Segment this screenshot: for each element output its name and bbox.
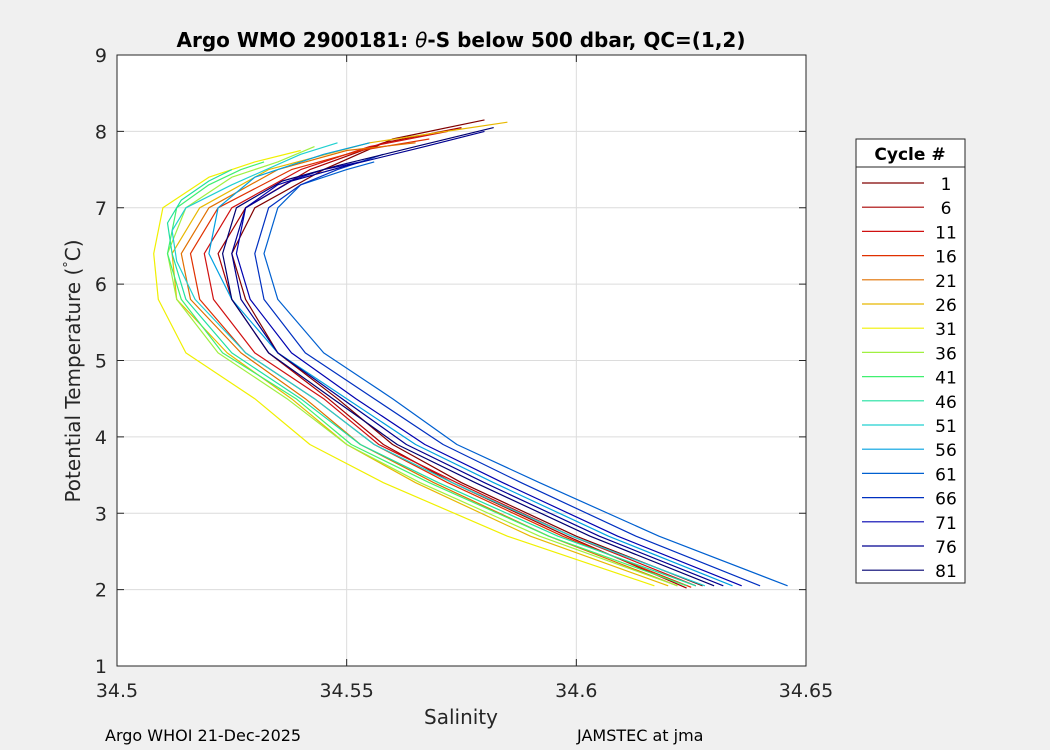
legend-label-61: 61 — [935, 465, 957, 485]
series-line-cycle-51 — [171, 142, 706, 587]
legend-label-6: 6 — [941, 199, 952, 219]
y-tick-label: 1 — [95, 656, 107, 678]
legend-label-21: 21 — [935, 272, 957, 292]
series-line-cycle-36 — [166, 146, 678, 587]
x-tick-label: 34.5 — [96, 680, 138, 702]
x-tick-label: 34.55 — [319, 680, 373, 702]
footer-right-text: JAMSTEC at jma — [576, 726, 703, 745]
legend-label-41: 41 — [935, 369, 957, 389]
series-line-cycle-21 — [180, 142, 678, 587]
series-line-cycle-1 — [231, 119, 703, 587]
x-tick-label: 34.6 — [555, 680, 597, 702]
legend-title: Cycle # — [874, 145, 945, 165]
legend-label-16: 16 — [935, 248, 957, 268]
y-axis-label: Potential Temperature (°C) — [61, 239, 85, 502]
legend-label-11: 11 — [935, 223, 957, 243]
legend-label-26: 26 — [935, 296, 957, 316]
series-line-cycle-16 — [189, 138, 692, 588]
legend-label-66: 66 — [935, 490, 957, 510]
chart-title: Argo WMO 2900181: θ-S below 500 dbar, QC… — [177, 28, 746, 52]
legend-label-31: 31 — [935, 320, 957, 340]
x-tick-label: 34.65 — [779, 680, 833, 702]
y-tick-label: 4 — [95, 427, 107, 449]
legend-label-76: 76 — [935, 538, 957, 558]
series-line-cycle-71 — [235, 161, 742, 587]
ticks: 34.5 34.55 34.6 34.65 1 2 3 4 5 6 7 8 9 — [95, 45, 833, 702]
legend-label-1: 1 — [941, 175, 952, 195]
legend-label-81: 81 — [935, 562, 957, 582]
legend-label-71: 71 — [935, 514, 957, 534]
series-line-cycle-76 — [231, 130, 724, 587]
series-line-cycle-31 — [153, 149, 655, 587]
series-layer — [153, 119, 788, 589]
series-line-cycle-66 — [254, 153, 761, 587]
footer-left-text: Argo WHOI 21-Dec-2025 — [105, 726, 301, 745]
series-line-cycle-81 — [222, 127, 715, 587]
legend-label-51: 51 — [935, 417, 957, 437]
series-line-cycle-46 — [166, 169, 697, 587]
y-tick-label: 9 — [95, 45, 107, 67]
series-line-cycle-56 — [208, 142, 733, 587]
series-line-cycle-11 — [203, 130, 697, 587]
legend-label-36: 36 — [935, 344, 957, 364]
legend-label-56: 56 — [935, 441, 957, 461]
y-tick-label: 3 — [95, 503, 107, 525]
legend-box — [855, 138, 966, 584]
y-tick-label: 5 — [95, 351, 107, 373]
x-axis-label: Salinity — [424, 705, 498, 729]
y-tick-label: 6 — [95, 274, 107, 296]
y-tick-label: 7 — [95, 198, 107, 220]
series-line-cycle-41 — [166, 161, 687, 587]
y-tick-label: 2 — [95, 580, 107, 602]
legend-label-46: 46 — [935, 393, 957, 413]
y-tick-label: 8 — [95, 121, 107, 143]
